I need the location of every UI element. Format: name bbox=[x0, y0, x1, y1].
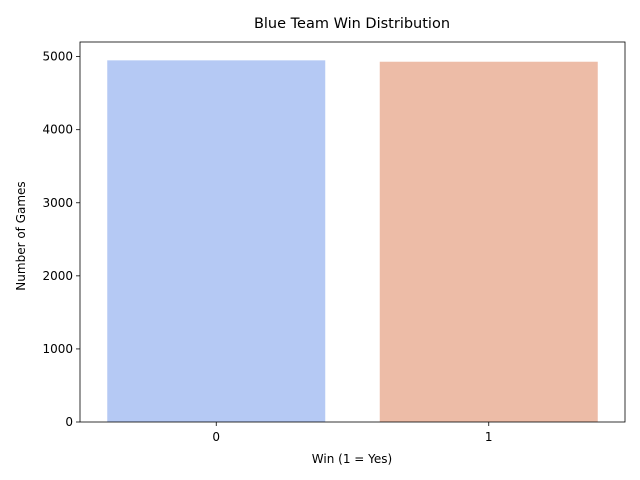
y-tick-label-2000: 2000 bbox=[42, 269, 73, 283]
y-tick-label-1000: 1000 bbox=[42, 342, 73, 356]
chart-title: Blue Team Win Distribution bbox=[254, 16, 450, 32]
x-tick-label-1: 1 bbox=[485, 430, 493, 444]
bar-0 bbox=[107, 60, 326, 422]
plot-frame bbox=[79, 41, 626, 423]
x-axis-label: Win (1 = Yes) bbox=[312, 452, 392, 466]
x-tick-label-0: 0 bbox=[212, 430, 220, 444]
y-axis: 0 1000 2000 3000 4000 5000 bbox=[42, 50, 80, 429]
y-tick-label-4000: 4000 bbox=[42, 123, 73, 137]
y-tick-label-3000: 3000 bbox=[42, 196, 73, 210]
bar-1 bbox=[379, 61, 598, 422]
bars-layer bbox=[107, 60, 598, 422]
y-axis-label: Number of Games bbox=[14, 181, 28, 290]
y-tick-label-5000: 5000 bbox=[42, 50, 73, 64]
y-tick-label-0: 0 bbox=[65, 415, 73, 429]
